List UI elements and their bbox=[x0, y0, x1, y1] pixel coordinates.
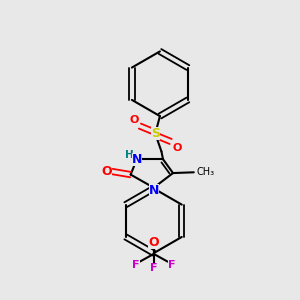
Text: N: N bbox=[132, 153, 142, 166]
Text: CH₃: CH₃ bbox=[196, 167, 214, 177]
Text: N: N bbox=[148, 184, 159, 196]
Text: S: S bbox=[151, 127, 160, 140]
Text: O: O bbox=[172, 143, 182, 153]
Text: F: F bbox=[168, 260, 175, 270]
Text: O: O bbox=[101, 165, 112, 178]
Text: H: H bbox=[125, 150, 134, 160]
Text: F: F bbox=[150, 263, 158, 273]
Text: O: O bbox=[148, 236, 159, 249]
Text: O: O bbox=[129, 115, 138, 125]
Text: F: F bbox=[132, 260, 140, 270]
